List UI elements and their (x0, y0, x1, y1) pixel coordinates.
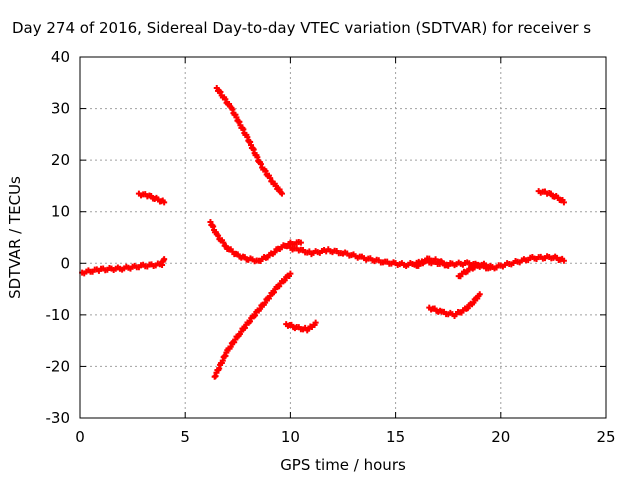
chart-grid (80, 57, 606, 418)
x-tick-label: 15 (386, 428, 405, 446)
data-segment (283, 319, 319, 334)
data-segment (413, 255, 452, 269)
axis-ticks: 0 5 10 15 20 25 -30 -20 -10 0 10 20 30 40 (46, 48, 616, 446)
x-tick-label: 25 (596, 428, 615, 446)
data-point (222, 96, 229, 103)
data-point (161, 256, 168, 263)
data-point (464, 305, 471, 312)
data-point (247, 318, 254, 325)
data-point (257, 305, 264, 312)
data-point (161, 199, 168, 206)
data-point (470, 299, 477, 306)
data-point (287, 270, 294, 277)
data-point (297, 239, 304, 246)
x-tick-label: 0 (75, 428, 85, 446)
data-segment (455, 260, 494, 280)
data-segment (535, 188, 567, 206)
data-point (272, 182, 279, 189)
data-segment (211, 270, 294, 380)
x-axis-label: GPS time / hours (280, 456, 406, 474)
data-point (227, 343, 234, 350)
data-point (271, 249, 278, 256)
y-tick-label: 40 (51, 48, 70, 66)
data-point (445, 262, 452, 269)
data-point (257, 161, 264, 168)
y-tick-label: 0 (60, 254, 70, 272)
data-point (281, 277, 288, 284)
data-point (262, 299, 269, 306)
data-point (278, 190, 285, 197)
x-tick-label: 5 (180, 428, 190, 446)
y-tick-label: -20 (46, 357, 71, 375)
plot-frame (79, 56, 607, 419)
data-segment (135, 190, 168, 206)
data-point (252, 312, 259, 319)
data-point (267, 175, 274, 182)
data-point (560, 199, 567, 206)
data-point (217, 88, 224, 95)
data-point (560, 257, 567, 264)
data-point (220, 239, 227, 246)
data-point (312, 319, 319, 326)
y-tick-label: -30 (46, 409, 71, 427)
data-point (487, 262, 494, 269)
data-point (241, 324, 248, 331)
x-tick-label: 10 (281, 428, 300, 446)
x-tick-label: 20 (491, 428, 510, 446)
data-point (215, 232, 222, 239)
data-point (476, 291, 483, 298)
data-segment (79, 256, 168, 277)
y-axis-label: SDTVAR / TECUs (6, 176, 24, 299)
y-tick-label: -10 (46, 306, 71, 324)
data-segment (426, 291, 483, 319)
y-tick-label: 10 (51, 203, 70, 221)
y-tick-label: 30 (51, 100, 70, 118)
data-segment (207, 219, 304, 265)
data-layer (79, 84, 567, 380)
chart-title: Day 274 of 2016, Sidereal Day-to-day VTE… (12, 19, 591, 37)
y-tick-label: 20 (51, 151, 70, 169)
data-segment (213, 84, 285, 197)
data-point (262, 168, 269, 175)
data-point (270, 289, 277, 296)
